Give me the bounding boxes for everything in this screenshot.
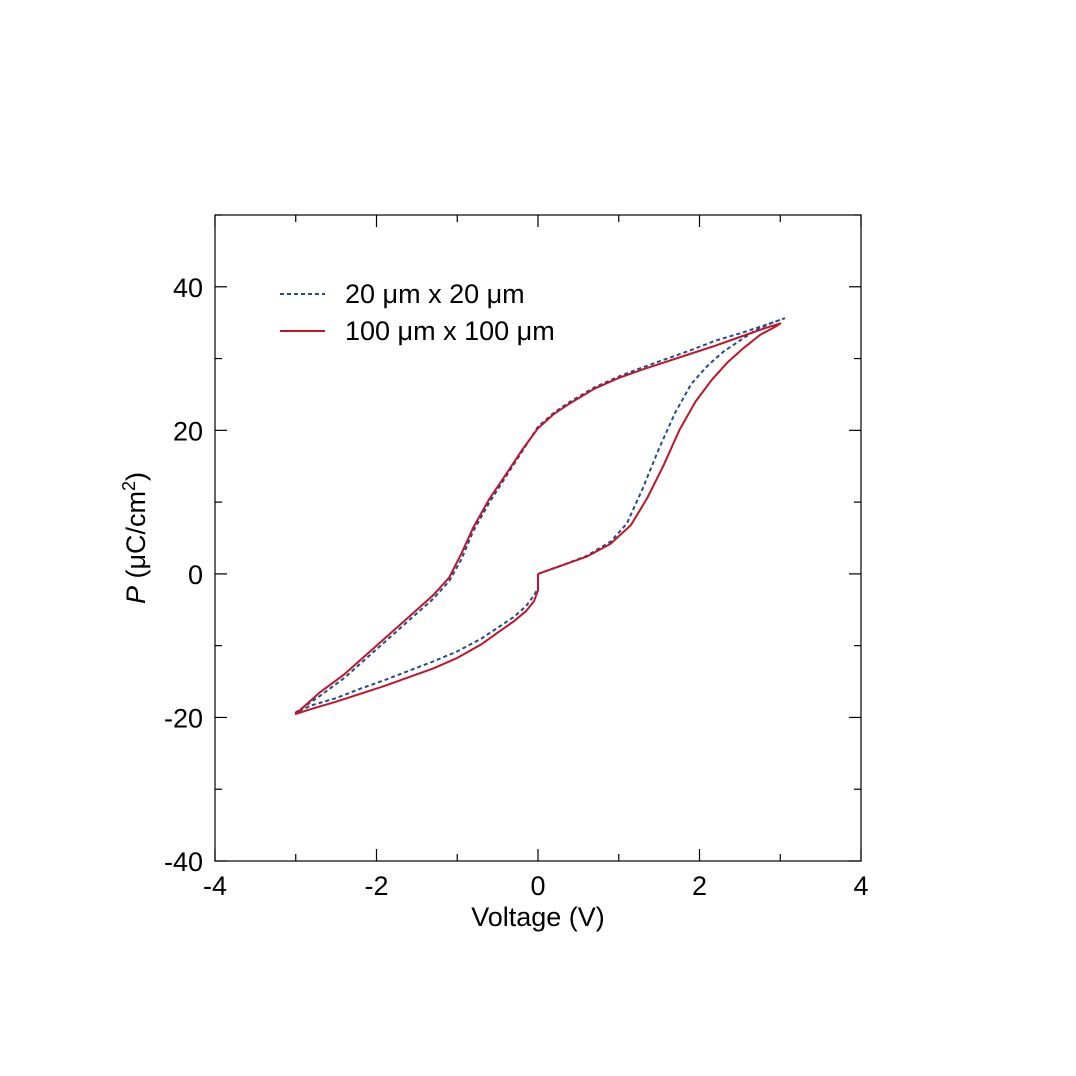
- y-axis-symbol: P: [121, 586, 151, 604]
- y-tick-label: -20: [164, 703, 203, 733]
- x-tick-label: 0: [530, 871, 545, 901]
- x-tick-label: -4: [203, 871, 227, 901]
- legend-label-series-2: 100 μm x 100 μm: [345, 316, 555, 346]
- y-tick-label: 0: [188, 560, 203, 590]
- series-layer: [294, 317, 786, 715]
- y-axis-unit-exponent: 2: [119, 481, 139, 491]
- x-tick-label: 2: [692, 871, 707, 901]
- x-tick-label: -2: [364, 871, 388, 901]
- y-tick-label: 40: [173, 273, 203, 303]
- y-tick-label: 20: [173, 416, 203, 446]
- y-axis-unit-close: ): [121, 472, 151, 481]
- series-line-2: [294, 322, 782, 715]
- legend-label-series-1: 20 μm x 20 μm: [345, 279, 525, 309]
- axis-ticks: [214, 214, 862, 862]
- x-axis-label: Voltage (V): [471, 902, 605, 932]
- y-axis-label: P (μC/cm2): [119, 472, 151, 604]
- series-line-1: [294, 317, 786, 714]
- legend: 20 μm x 20 μm 100 μm x 100 μm: [280, 279, 555, 346]
- plot-frame: [214, 214, 862, 862]
- y-axis-unit: (μC/cm: [121, 491, 151, 586]
- x-tick-label: 4: [853, 871, 868, 901]
- y-tick-label: -40: [164, 847, 203, 877]
